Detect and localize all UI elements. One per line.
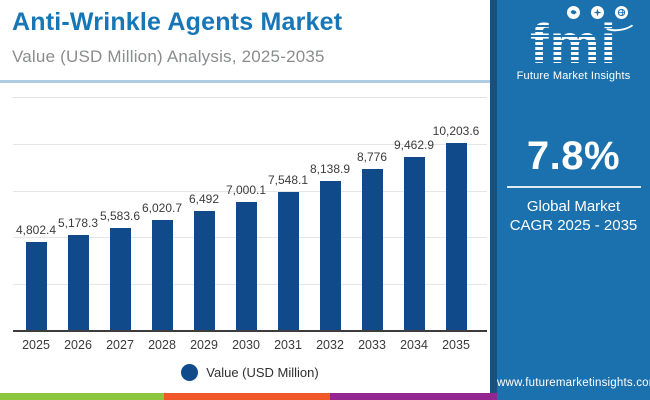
cagr-value: 7.8%: [526, 134, 621, 178]
x-axis-label: 2026: [64, 338, 92, 352]
chart-panel: Anti-Wrinkle Agents Market Value (USD Mi…: [0, 8, 490, 383]
bar-2031: [277, 192, 299, 330]
bar-2035: [445, 143, 467, 330]
bar-2029: [193, 211, 215, 330]
bar-value-label: 9,462.9: [393, 138, 435, 152]
strip-segment-green: [0, 393, 164, 400]
bar-2028: [151, 220, 173, 330]
chart-legend: Value (USD Million): [13, 361, 487, 383]
legend-marker-icon: [181, 363, 199, 381]
bar-value-label: 5,178.3: [57, 216, 99, 230]
globe-icon: [615, 6, 628, 19]
bar-value-label: 4,802.4: [15, 223, 57, 237]
strip-segment-purple: [330, 393, 497, 400]
x-axis-label: 2031: [274, 338, 302, 352]
gridline: [13, 190, 487, 192]
cagr-label-line1: Global Market: [526, 198, 621, 215]
bar-2030: [235, 202, 257, 330]
x-axis-label: 2027: [106, 338, 134, 352]
bar-2026: [67, 235, 89, 330]
bar-2032: [319, 181, 341, 330]
page-subtitle: Value (USD Million) Analysis, 2025-2035: [12, 47, 325, 66]
compass-icon: [591, 6, 604, 19]
bar-2027: [109, 228, 131, 330]
x-axis-label: 2034: [400, 338, 428, 352]
strip-segment-orange: [164, 393, 330, 400]
plot-area: 4,802.4 2025 5,178.3 2026 5,583.6 2027 6,020.7…: [13, 97, 487, 352]
x-axis-label: 2032: [316, 338, 344, 352]
website-url: www.futuremarketinsights.com: [497, 377, 650, 389]
bar-value-label: 8,776: [356, 150, 388, 164]
cagr-label-line2: CAGR 2025 - 2035: [509, 217, 638, 234]
x-axis-label: 2025: [22, 338, 50, 352]
bar-value-label: 6,020.7: [141, 201, 183, 215]
bar-value-label: 7,548.1: [267, 173, 309, 187]
bar-2033: [361, 169, 383, 330]
x-axis-label: 2030: [232, 338, 260, 352]
gridline: [13, 144, 487, 146]
bar-value-label: 6,492: [188, 192, 220, 206]
logo-icon-row: [497, 6, 650, 34]
bar-value-label: 5,583.6: [99, 209, 141, 223]
page-title: Anti-Wrinkle Agents Market: [12, 8, 343, 36]
cagr-block: 7.8% Global Market CAGR 2025 - 2035: [497, 134, 650, 235]
header-divider: [0, 80, 490, 83]
x-axis-label: 2029: [190, 338, 218, 352]
x-axis-label: 2035: [442, 338, 470, 352]
map-icon: [567, 6, 580, 19]
brand-sidebar: fmi Future Market Insights 7.8% Global M…: [490, 0, 650, 400]
logo-tagline: Future Market Insights: [516, 70, 631, 82]
bar-value-label: 7,000.1: [225, 183, 267, 197]
footer-color-strip: [0, 393, 497, 400]
bar-value-label: 10,203.6: [432, 124, 480, 138]
cagr-divider: [506, 186, 641, 188]
bar-value-label: 8,138.9: [309, 162, 351, 176]
bar-2025: [25, 242, 47, 330]
fmi-logo: fmi Future Market Insights: [497, 6, 650, 82]
legend-label: Value (USD Million): [206, 364, 319, 380]
fmi-wordmark: fmi: [497, 16, 650, 72]
bar-2034: [403, 157, 425, 330]
x-axis-label: 2033: [358, 338, 386, 352]
x-axis-label: 2028: [148, 338, 176, 352]
